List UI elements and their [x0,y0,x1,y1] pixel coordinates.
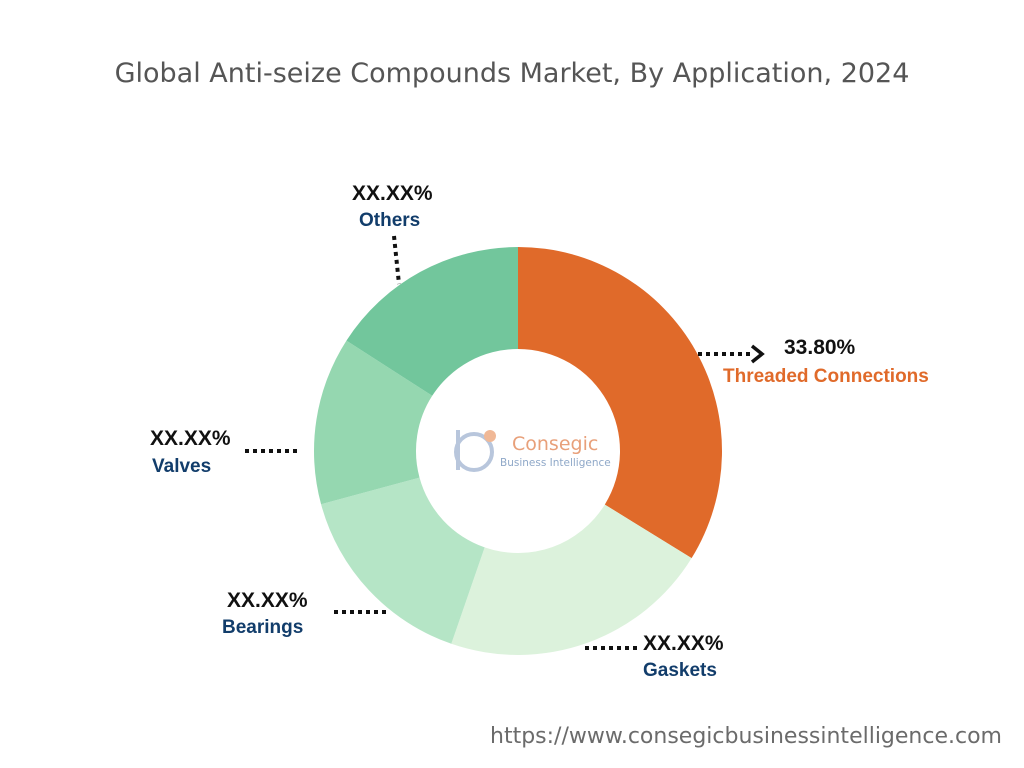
slice-bearings [321,477,485,644]
logo-tagline: Business Intelligence [500,457,611,469]
slice-name-valves: Valves [152,456,211,477]
slice-threaded-connections [518,247,722,559]
slice-value-bearings: XX.XX% [227,589,308,612]
label-threaded-connections: 33.80% Threaded Connections [698,336,929,387]
slice-value-valves: XX.XX% [150,427,231,450]
slice-value-others: XX.XX% [352,182,433,205]
slice-name-gaskets: Gaskets [643,660,717,681]
logo-mark-icon [454,430,496,472]
label-others: XX.XX% Others [352,182,433,285]
slice-value-threaded-connections: 33.80% [784,336,856,359]
slice-name-others: Others [359,210,420,231]
slice-name-bearings: Bearings [222,617,303,638]
consegic-logo: Consegic Business Intelligence [454,430,611,472]
label-gaskets: XX.XX% Gaskets [585,632,724,681]
arrow-right-icon [750,344,765,364]
slice-others [346,246,518,396]
footer-url[interactable]: https://www.consegicbusinessintelligence… [490,724,1002,749]
slice-name-threaded-connections: Threaded Connections [723,366,929,387]
slice-gaskets [451,504,692,655]
slice-value-gaskets: XX.XX% [643,632,724,655]
chart-title: Global Anti-seize Compounds Market, By A… [114,58,910,89]
donut-slices [314,246,722,655]
logo-name: Consegic [512,433,598,455]
label-bearings: XX.XX% Bearings [222,589,388,638]
slice-valves [314,340,433,505]
label-valves: XX.XX% Valves [150,427,298,477]
